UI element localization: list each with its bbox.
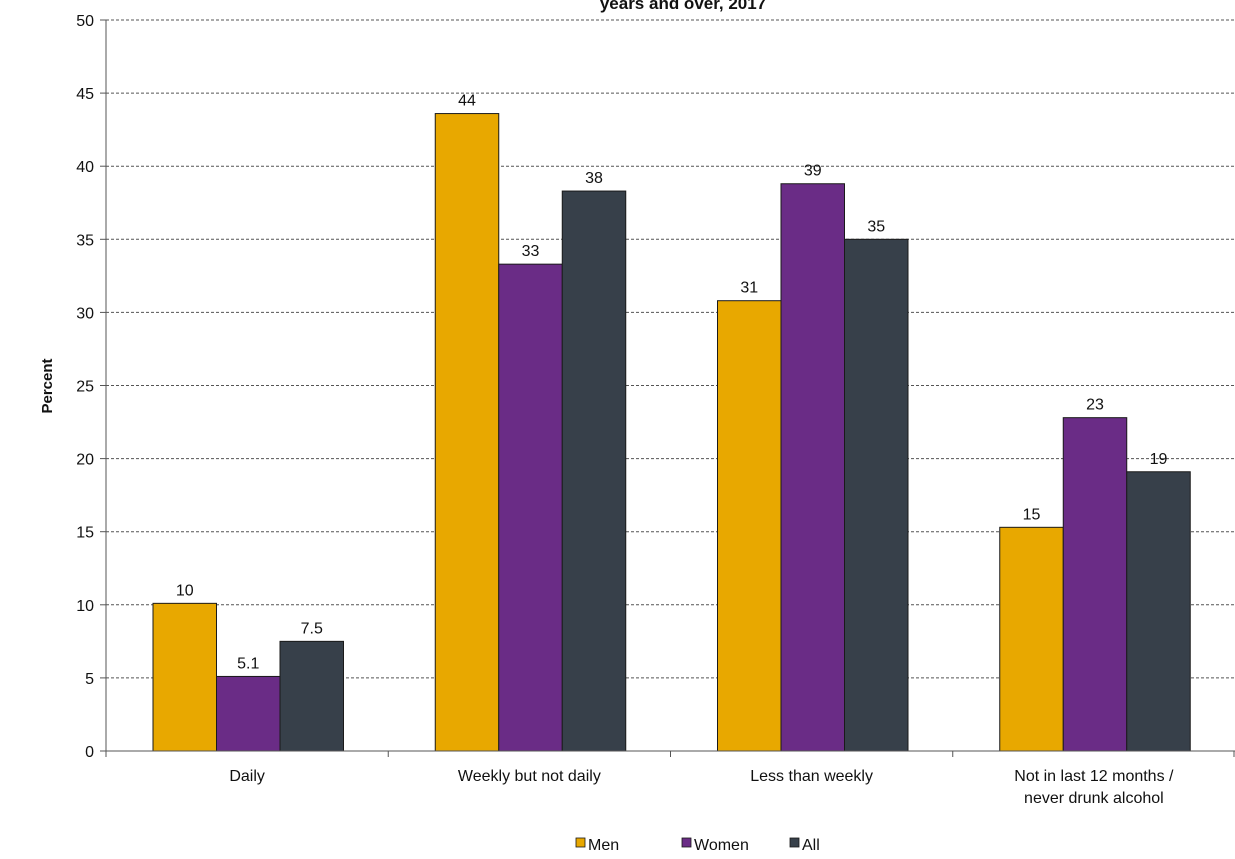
labels: 0 5 10 15 20 25 30 35 40 45 50 10 44 31 15 5.1 33 39 23 7.5… [76, 13, 1174, 807]
legend-swatch-men [575, 837, 586, 848]
bar-men-3 [999, 526, 1064, 752]
data-label: 7.5 [301, 620, 323, 637]
data-label: 10 [176, 582, 194, 599]
data-label: 33 [522, 243, 540, 260]
x-category-label: never drunk alcohol [1024, 790, 1164, 807]
bar-all-0 [279, 640, 344, 752]
data-label: 44 [458, 93, 476, 110]
legend-swatch-all [789, 837, 800, 848]
x-category-label: Not in last 12 months / [1014, 768, 1174, 785]
legend-swatch-women [681, 837, 692, 848]
bar-women-0 [216, 675, 281, 752]
x-category-label: Weekly but not daily [458, 768, 601, 785]
y-tick-label: 40 [76, 159, 94, 176]
data-label: 39 [804, 163, 822, 180]
legend: Men Women All [575, 837, 820, 854]
data-label: 5.1 [237, 655, 259, 672]
bar-women-2 [780, 183, 845, 752]
legend-label-women: Women [694, 837, 749, 854]
legend-label-all: All [802, 837, 820, 854]
data-label: 15 [1023, 506, 1041, 523]
bars [152, 113, 1191, 752]
y-tick-label: 5 [85, 671, 94, 688]
y-tick-label: 45 [76, 86, 94, 103]
data-label: 23 [1086, 397, 1104, 414]
y-tick-label: 30 [76, 305, 94, 322]
bar-all-3 [1126, 471, 1191, 752]
data-label: 38 [585, 170, 603, 187]
axes [100, 19, 1235, 757]
data-label: 35 [867, 218, 885, 235]
x-category-label: Less than weekly [750, 768, 873, 785]
chart-title: years and over, 2017 [600, 0, 766, 13]
bar-all-1 [561, 190, 627, 752]
legend-label-men: Men [588, 837, 619, 854]
y-tick-label: 15 [76, 525, 94, 542]
bar-all-2 [844, 238, 909, 752]
x-category-label: Daily [229, 768, 265, 785]
y-tick-label: 0 [85, 744, 94, 761]
bar-men-0 [152, 602, 217, 752]
y-tick-label: 35 [76, 232, 94, 249]
data-label: 31 [740, 280, 758, 297]
bar-men-1 [434, 113, 500, 752]
y-tick-label: 50 [76, 13, 94, 30]
bar-women-1 [498, 263, 563, 752]
data-label: 19 [1150, 451, 1168, 468]
bar-women-3 [1062, 417, 1128, 752]
y-tick-label: 10 [76, 598, 94, 615]
y-tick-label: 20 [76, 452, 94, 469]
bar-men-2 [717, 300, 782, 752]
y-axis-label: Percent [39, 358, 56, 413]
y-tick-label: 25 [76, 379, 94, 396]
